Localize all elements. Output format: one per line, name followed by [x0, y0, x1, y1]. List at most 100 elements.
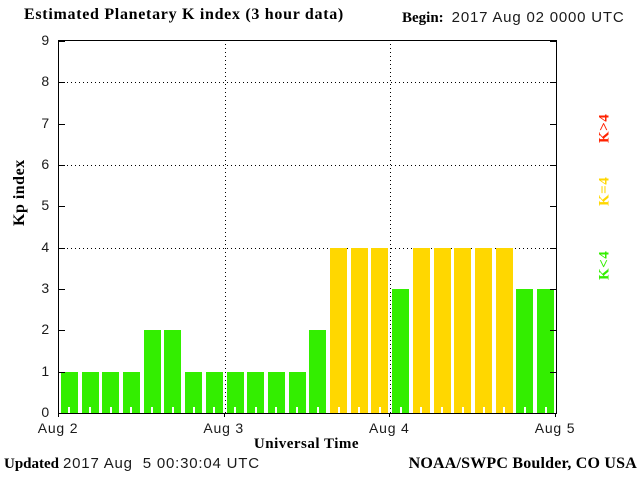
y-axis-tick: [59, 413, 65, 414]
y-axis-tick: [59, 165, 65, 166]
kp-bar: [143, 330, 161, 413]
kp-bar: [350, 247, 368, 413]
three-hour-tick: [68, 407, 71, 413]
kp-bar: [412, 247, 430, 413]
x-tick-label: Aug 3: [203, 420, 244, 436]
y-axis-tick: [59, 82, 65, 84]
y-tick-label: 3: [41, 280, 50, 296]
kp-bar: [205, 371, 223, 413]
kp-bar: [309, 330, 327, 413]
gridline-horizontal: [59, 82, 556, 84]
kp-bar: [475, 247, 493, 413]
x-axis-day-tick: [389, 413, 390, 417]
three-hour-tick: [109, 407, 112, 413]
y-tick-label: 8: [41, 73, 50, 90]
y-axis-tick: [550, 247, 556, 249]
kp-bar: [102, 371, 120, 413]
gridline-day-boundary: [225, 41, 226, 413]
y-tick-label: 9: [41, 32, 50, 48]
updated-label: Updated: [4, 456, 60, 472]
credit-text: NOAA/SWPC Boulder, CO USA: [408, 455, 637, 472]
begin-value: 2017 Aug 02 0000 UTC: [451, 9, 625, 26]
kp-bar: [433, 247, 451, 413]
y-axis-tick: [550, 413, 556, 414]
kp-bar: [392, 289, 410, 413]
three-hour-tick: [254, 407, 257, 413]
y-axis-tick: [550, 289, 556, 290]
y-tick-label: 6: [41, 156, 50, 172]
kp-bar: [185, 371, 203, 413]
gridline-day-boundary: [390, 41, 391, 413]
three-hour-tick: [213, 407, 216, 413]
y-axis-tick: [550, 82, 556, 84]
kp-bar: [60, 371, 78, 413]
begin-line: Begin: 2017 Aug 02 0000 UTC: [402, 9, 624, 27]
chart-title: Estimated Planetary K index (3 hour data…: [24, 6, 344, 23]
three-hour-tick: [358, 407, 361, 413]
x-tick-label: Aug 2: [37, 420, 79, 436]
three-hour-tick: [337, 407, 340, 413]
three-hour-tick: [482, 407, 485, 413]
y-axis-tick: [59, 330, 65, 332]
three-hour-tick: [503, 407, 506, 413]
begin-label: Begin:: [402, 10, 444, 26]
gridline-horizontal: [59, 165, 556, 166]
kp-bar: [226, 371, 244, 413]
kp-bar: [371, 247, 389, 413]
kp-bar: [288, 371, 306, 413]
three-hour-tick: [89, 407, 92, 413]
y-tick-label: 4: [41, 238, 50, 255]
three-hour-tick: [296, 407, 299, 413]
three-hour-tick: [461, 407, 464, 413]
y-axis-tick: [550, 165, 556, 166]
three-hour-tick: [420, 407, 423, 413]
y-axis-tick: [59, 206, 65, 208]
three-hour-tick: [441, 407, 444, 413]
x-axis-day-tick: [58, 413, 59, 417]
updated-line: Updated 2017 Aug 5 00:30:04 UTC: [4, 455, 260, 473]
three-hour-tick: [171, 407, 174, 413]
y-axis-tick: [59, 289, 65, 290]
y-axis-tick: [550, 41, 556, 42]
three-hour-tick: [275, 407, 278, 413]
kp-bar: [330, 247, 348, 413]
x-tick-label: Aug 5: [534, 420, 576, 436]
y-axis-tick: [550, 123, 556, 125]
kp-bar: [164, 330, 182, 413]
plot-area: [58, 40, 557, 414]
x-axis-title: Universal Time: [253, 436, 360, 452]
three-hour-tick: [192, 407, 195, 413]
kp-bar: [247, 371, 265, 413]
y-tick-label: 0: [41, 404, 50, 420]
kp-bar: [454, 247, 472, 413]
kp-bar: [537, 289, 555, 413]
y-tick-label: 5: [41, 197, 50, 214]
gridline-horizontal: [59, 247, 556, 249]
three-hour-tick: [316, 407, 319, 413]
x-axis-day-tick: [555, 413, 556, 417]
y-axis-tick: [59, 123, 65, 125]
three-hour-tick: [378, 407, 381, 413]
kp-bar: [267, 371, 285, 413]
y-axis-tick: [59, 371, 65, 373]
three-hour-tick: [151, 407, 154, 413]
y-tick-label: 2: [41, 321, 50, 338]
y-axis-tick: [550, 371, 556, 373]
kp-bar: [81, 371, 99, 413]
x-axis-day-tick: [224, 413, 225, 417]
kp-bar: [516, 289, 534, 413]
y-axis-tick: [59, 41, 65, 42]
kp-bar: [495, 247, 513, 413]
three-hour-tick: [523, 407, 526, 413]
y-axis-tick: [59, 247, 65, 249]
y-tick-label: 1: [41, 362, 50, 379]
x-tick-label: Aug 4: [369, 420, 410, 436]
y-tick-label: 7: [41, 114, 50, 131]
three-hour-tick: [544, 407, 547, 413]
kp-bar: [122, 371, 140, 413]
y-axis-tick: [550, 330, 556, 332]
updated-value: 2017 Aug 5 00:30:04 UTC: [63, 455, 260, 472]
three-hour-tick: [399, 407, 402, 413]
y-axis-tick: [550, 206, 556, 208]
